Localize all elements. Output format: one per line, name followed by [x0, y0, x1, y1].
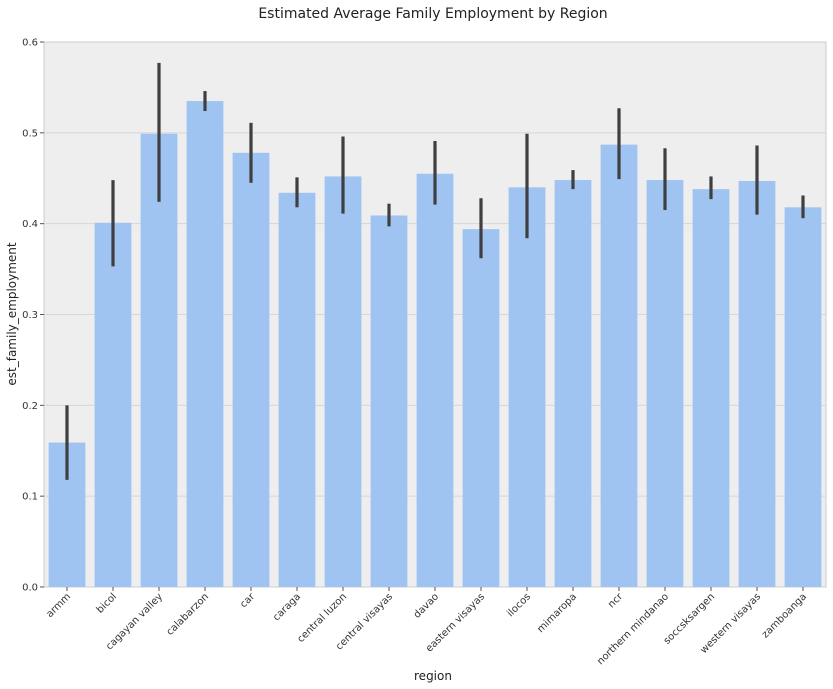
bar [508, 187, 546, 588]
bar [600, 144, 638, 587]
x-axis-title: region [414, 669, 452, 683]
y-tick-label: 0.1 [22, 492, 38, 503]
bar [140, 133, 178, 587]
bars [48, 101, 822, 588]
x-tick-label: caraga [271, 591, 303, 623]
y-tick-label: 0.5 [22, 128, 38, 139]
bar [462, 229, 500, 587]
bar [278, 192, 316, 588]
y-tick-label: 0.2 [22, 401, 38, 412]
x-tick-label: armm [44, 591, 73, 620]
error-bars [65, 62, 805, 480]
bar [94, 222, 132, 587]
bar [232, 152, 270, 588]
x-tick-label: ncr [606, 591, 626, 611]
x-tick-label: bicol [95, 591, 119, 615]
x-tick-label: ilocos [505, 591, 533, 619]
x-tick-label: calabarzon [165, 591, 212, 638]
bar [186, 101, 224, 588]
y-tick-label: 0.6 [22, 38, 38, 49]
x-tick-label: car [238, 591, 258, 611]
x-tick-label: zamboanga [760, 591, 809, 640]
bar [692, 189, 730, 587]
x-tick-label: davao [412, 591, 441, 620]
y-tick-label: 0.4 [22, 219, 38, 230]
bar [416, 173, 454, 588]
y-axis-ticks: 0.0 0.1 0.2 0.3 0.4 0.5 0.6 [22, 38, 44, 594]
bar [324, 176, 362, 587]
chart-title: Estimated Average Family Employment by R… [258, 6, 607, 22]
bar [784, 207, 822, 588]
bar [646, 180, 684, 588]
x-tick-label: mimaropa [535, 591, 579, 635]
y-tick-label: 0.0 [22, 583, 38, 594]
y-axis-title: est_family_employment [5, 242, 19, 386]
bar [554, 180, 592, 588]
y-tick-label: 0.3 [22, 310, 38, 321]
bar [370, 215, 408, 587]
bar [738, 180, 776, 587]
